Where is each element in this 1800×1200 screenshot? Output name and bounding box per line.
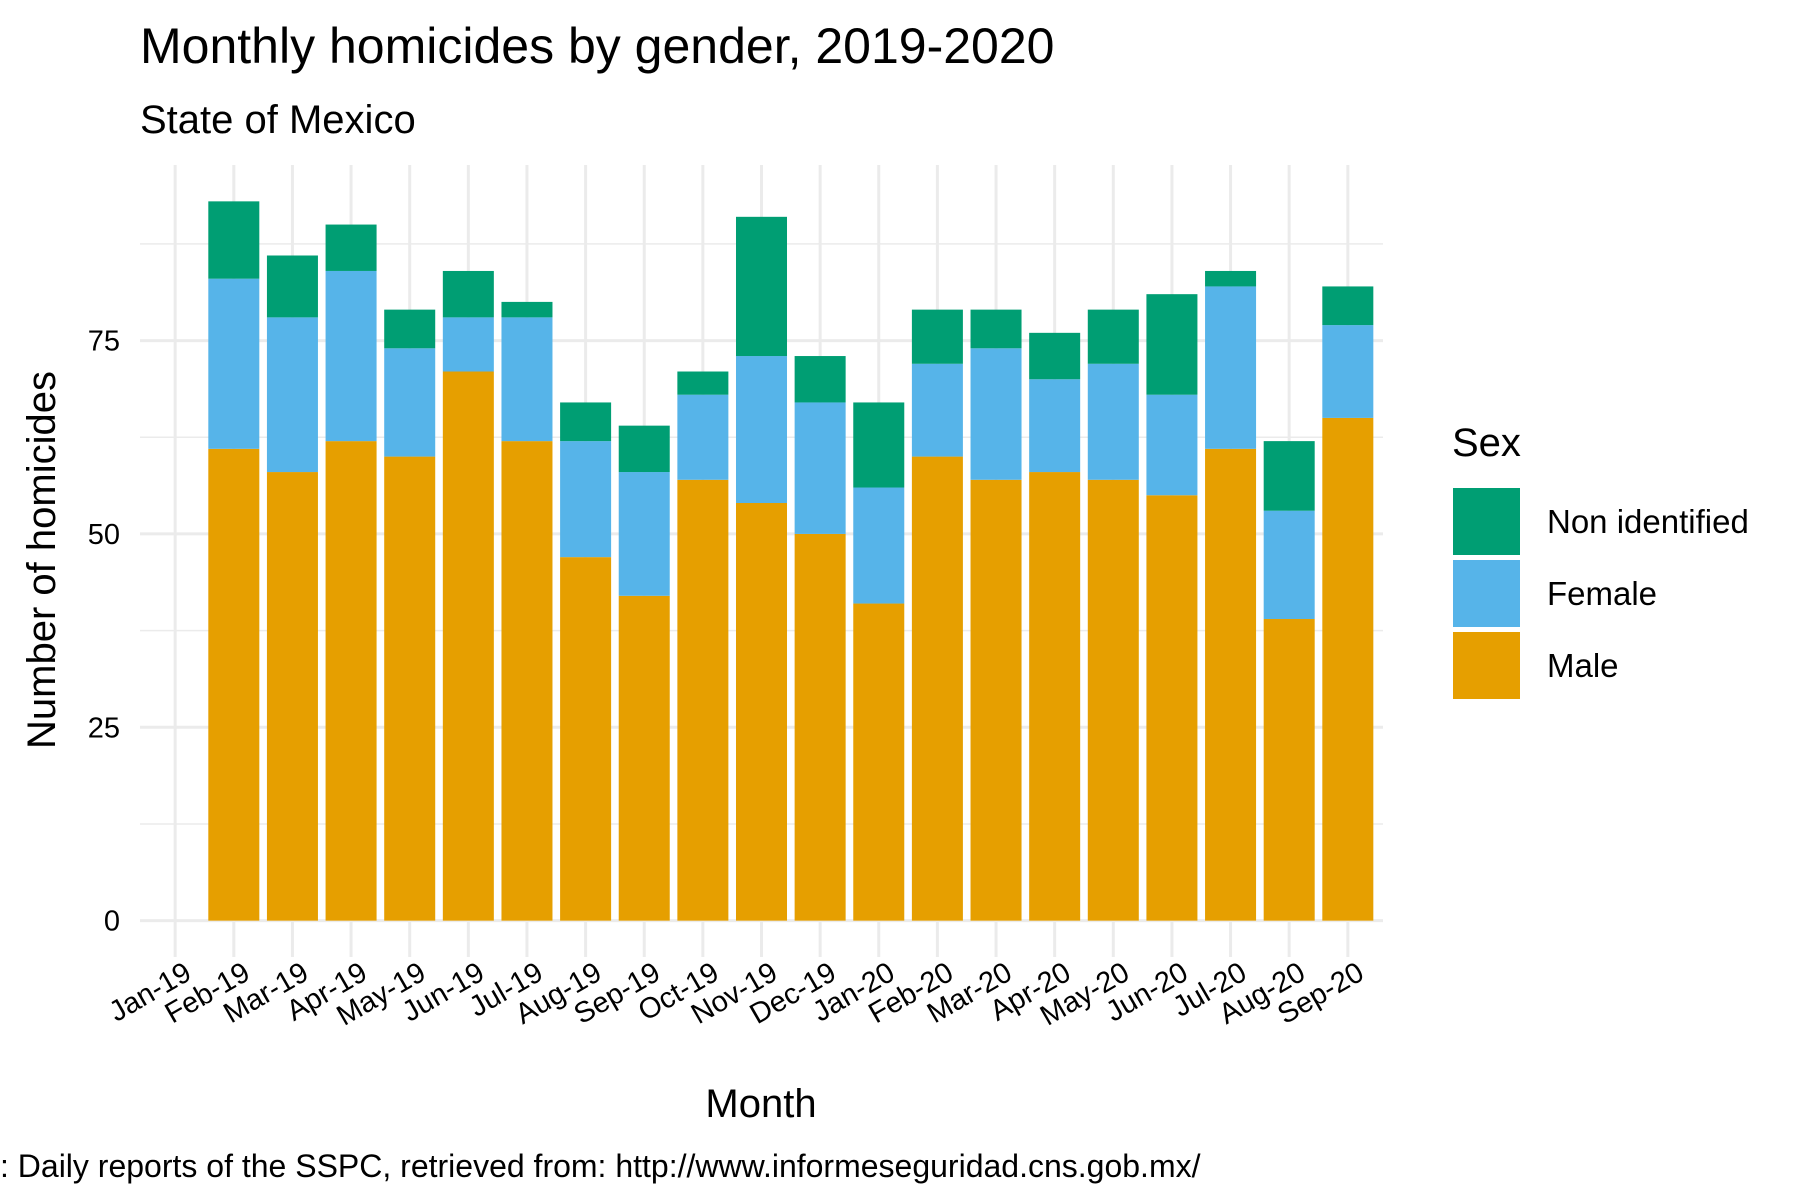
bar-segment	[1029, 379, 1081, 473]
x-axis-title: Month	[705, 1082, 816, 1126]
bar-segment	[208, 448, 260, 921]
bar-segment	[1263, 441, 1315, 511]
bar-segment	[735, 216, 788, 357]
bar-segment	[384, 456, 436, 921]
bar-segment	[384, 309, 436, 349]
bar-segment	[266, 472, 318, 921]
bar-segment	[794, 356, 846, 403]
bar-segment	[1263, 619, 1315, 921]
bar-segment	[442, 317, 494, 372]
bar-segment	[677, 394, 729, 480]
bar-segment	[794, 402, 846, 534]
bar-segment	[735, 502, 788, 921]
bar-segment	[970, 348, 1022, 480]
bar-segment	[442, 371, 494, 921]
bar-segment	[853, 402, 905, 488]
legend-key	[1453, 488, 1520, 555]
bar-segment	[1029, 472, 1081, 921]
chart-title: Monthly homicides by gender, 2019-2020	[140, 18, 1054, 74]
bar-segment	[677, 371, 729, 395]
bar-segment	[1322, 286, 1374, 326]
bar-segment	[911, 309, 963, 364]
y-axis-title: Number of homicides	[20, 371, 64, 749]
bar-segment	[1146, 294, 1198, 395]
bar-segment	[970, 309, 1022, 349]
y-tick-label: 25	[88, 712, 120, 744]
bar-segment	[618, 472, 670, 596]
caption: : Daily reports of the SSPC, retrieved f…	[0, 1148, 1201, 1184]
bar-segment	[1029, 332, 1081, 380]
bar-segment	[384, 348, 436, 457]
bar-segment	[266, 317, 318, 473]
legend-label: Male	[1547, 647, 1619, 684]
bar-segment	[1263, 510, 1315, 620]
bar-segment	[1087, 309, 1139, 364]
bar-segment	[1146, 495, 1198, 921]
bar-segment	[677, 479, 729, 921]
y-tick-label: 50	[88, 519, 120, 551]
legend-key	[1453, 560, 1520, 627]
bar-segment	[501, 301, 553, 318]
bar-segment	[794, 533, 846, 921]
legend-key	[1453, 632, 1520, 699]
bar-segment	[501, 317, 553, 442]
bar-segment	[560, 441, 612, 558]
legend-title: Sex	[1452, 421, 1521, 465]
bar-segment	[853, 487, 905, 604]
y-tick-label: 0	[104, 906, 120, 938]
legend-label: Non identified	[1547, 503, 1749, 540]
bar-segment	[1322, 325, 1374, 418]
bar-segment	[325, 270, 377, 442]
y-tick-label: 75	[88, 326, 120, 358]
bar-segment	[560, 402, 612, 442]
bar-segment	[501, 441, 553, 921]
bar-segment	[853, 603, 905, 921]
bar-segment	[618, 425, 670, 473]
bar-segment	[1205, 270, 1257, 287]
bar-segment	[911, 456, 963, 921]
legend-label: Female	[1547, 575, 1657, 612]
bar-segment	[911, 363, 963, 457]
bar-segment	[1146, 394, 1198, 496]
bar-segment	[560, 557, 612, 921]
bar-segment	[266, 255, 318, 318]
bar-segment	[618, 595, 670, 921]
bar-segment	[325, 224, 377, 271]
bar-segment	[325, 441, 377, 921]
bar-segment	[970, 479, 1022, 921]
bar-segment	[735, 356, 788, 503]
bar-segment	[1087, 363, 1139, 480]
bar-segment	[1205, 286, 1257, 449]
bar-segment	[1205, 448, 1257, 921]
chart-subtitle: State of Mexico	[140, 98, 416, 142]
bar-segment	[208, 278, 260, 449]
bar-segment	[208, 201, 260, 279]
bar-segment	[1322, 417, 1374, 921]
bar-segment	[1087, 479, 1139, 921]
bar-segment	[442, 270, 494, 318]
